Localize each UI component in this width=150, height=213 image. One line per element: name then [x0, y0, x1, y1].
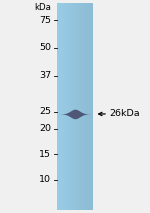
Text: 20: 20 [39, 124, 51, 133]
Text: 26kDa: 26kDa [110, 109, 140, 118]
Text: 37: 37 [39, 71, 51, 80]
Text: 10: 10 [39, 176, 51, 184]
Text: 25: 25 [39, 107, 51, 116]
Text: 50: 50 [39, 43, 51, 52]
Text: kDa: kDa [34, 3, 51, 12]
Text: 15: 15 [39, 150, 51, 159]
Text: 75: 75 [39, 16, 51, 25]
